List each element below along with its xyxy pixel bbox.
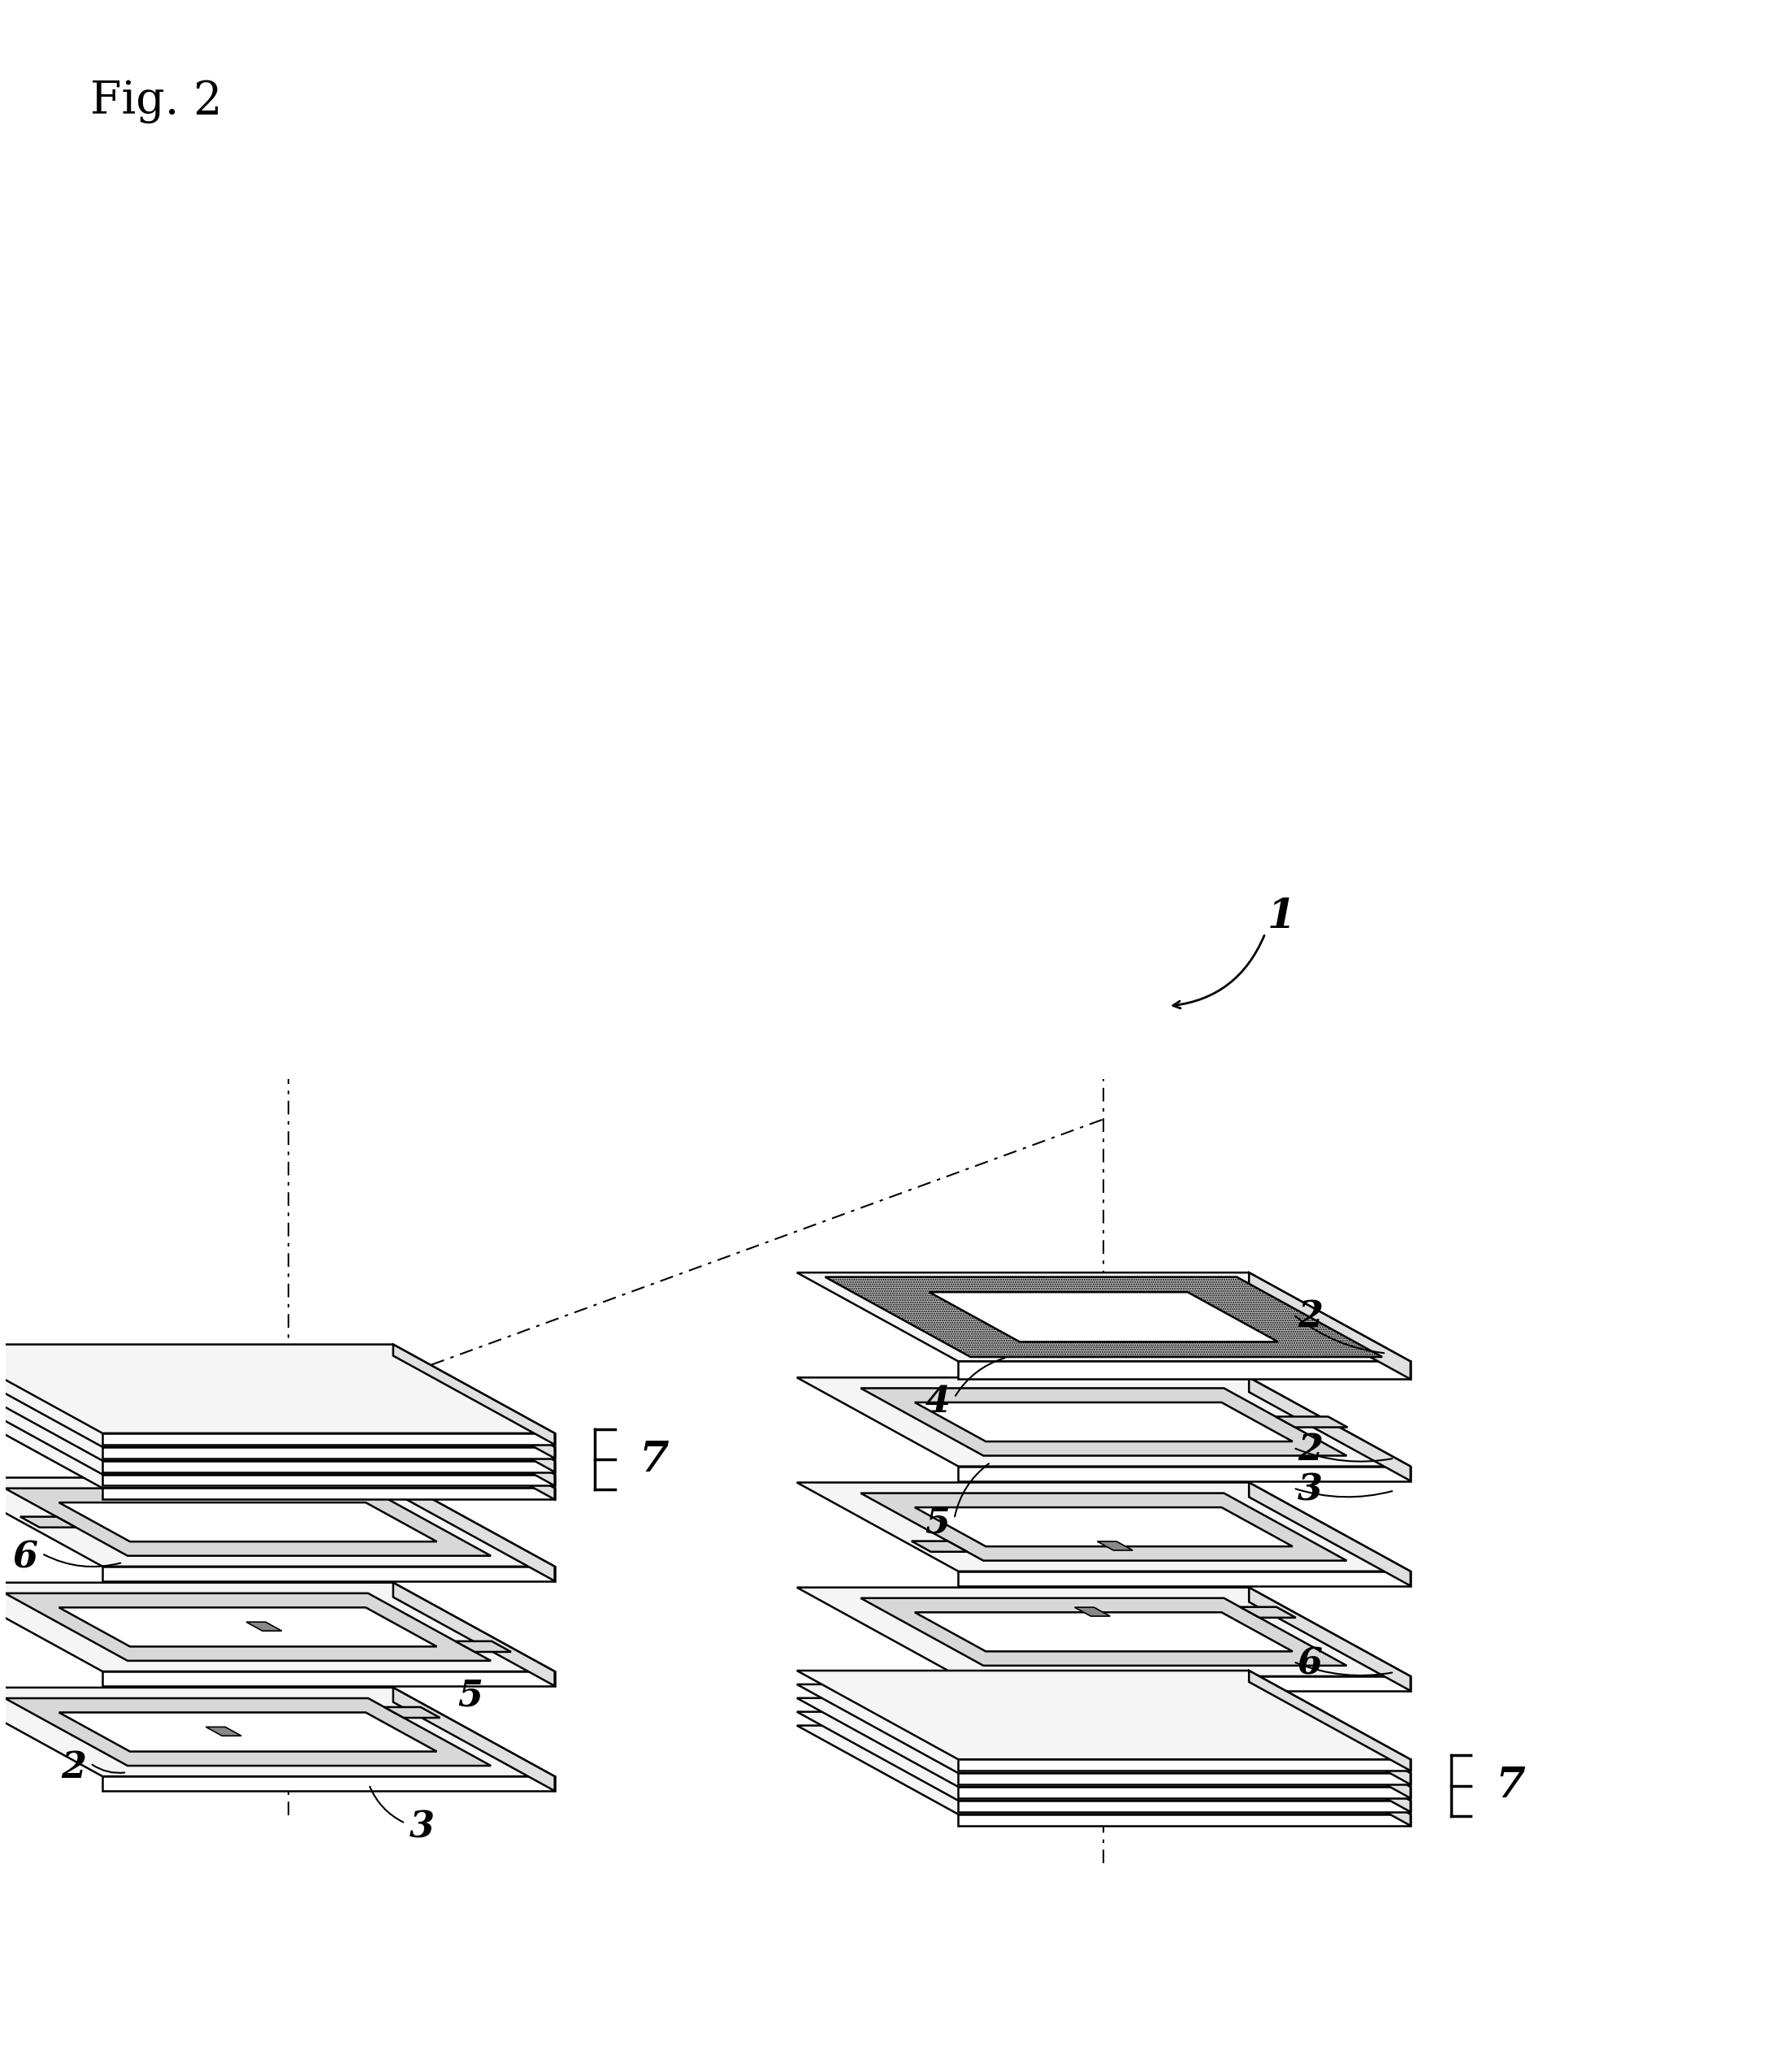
Polygon shape — [59, 1711, 437, 1751]
Polygon shape — [915, 1612, 1292, 1651]
Polygon shape — [958, 1759, 1411, 1772]
Polygon shape — [1249, 1685, 1411, 1784]
Polygon shape — [247, 1622, 283, 1631]
Text: 3: 3 — [409, 1809, 435, 1844]
Polygon shape — [958, 1801, 1411, 1811]
Polygon shape — [455, 1641, 512, 1651]
Polygon shape — [958, 1774, 1411, 1784]
Polygon shape — [796, 1670, 1411, 1759]
Polygon shape — [1249, 1481, 1411, 1585]
Text: 5: 5 — [458, 1678, 483, 1714]
Polygon shape — [1249, 1378, 1411, 1481]
Polygon shape — [0, 1687, 554, 1776]
Polygon shape — [393, 1386, 554, 1486]
Polygon shape — [1240, 1608, 1295, 1618]
Text: 6: 6 — [12, 1539, 37, 1575]
Polygon shape — [59, 1502, 437, 1542]
Polygon shape — [860, 1388, 1347, 1457]
Polygon shape — [860, 1598, 1347, 1666]
Polygon shape — [0, 1372, 554, 1461]
Text: 7: 7 — [640, 1438, 670, 1479]
Text: 2: 2 — [1297, 1432, 1322, 1467]
Polygon shape — [393, 1345, 554, 1444]
Text: 5: 5 — [926, 1506, 951, 1539]
Polygon shape — [958, 1361, 1411, 1380]
Polygon shape — [20, 1517, 76, 1527]
Polygon shape — [0, 1477, 554, 1566]
Polygon shape — [5, 1488, 490, 1556]
Text: 2: 2 — [1297, 1299, 1322, 1334]
Polygon shape — [0, 1386, 554, 1475]
Polygon shape — [0, 1399, 554, 1488]
Polygon shape — [103, 1566, 554, 1581]
Polygon shape — [393, 1687, 554, 1790]
Polygon shape — [1249, 1699, 1411, 1798]
Polygon shape — [796, 1272, 1411, 1361]
Polygon shape — [796, 1378, 1411, 1467]
Polygon shape — [103, 1446, 554, 1459]
Polygon shape — [825, 1276, 1383, 1357]
Polygon shape — [103, 1461, 554, 1471]
Polygon shape — [1249, 1670, 1411, 1772]
Polygon shape — [1075, 1608, 1111, 1616]
Polygon shape — [958, 1571, 1411, 1585]
Polygon shape — [796, 1711, 1411, 1801]
Polygon shape — [912, 1542, 967, 1552]
Polygon shape — [0, 1583, 554, 1672]
Polygon shape — [958, 1467, 1411, 1481]
Polygon shape — [384, 1707, 441, 1718]
Polygon shape — [860, 1494, 1347, 1560]
Polygon shape — [1249, 1711, 1411, 1811]
Polygon shape — [929, 1293, 1278, 1343]
Text: 4: 4 — [926, 1384, 951, 1419]
Text: 3: 3 — [1297, 1473, 1322, 1508]
Polygon shape — [796, 1726, 1411, 1815]
Polygon shape — [393, 1583, 554, 1687]
Polygon shape — [796, 1481, 1411, 1571]
Polygon shape — [393, 1399, 554, 1500]
Polygon shape — [103, 1776, 554, 1790]
Polygon shape — [103, 1488, 554, 1500]
Polygon shape — [1276, 1417, 1347, 1428]
Polygon shape — [1249, 1726, 1411, 1825]
Polygon shape — [103, 1672, 554, 1687]
Polygon shape — [958, 1676, 1411, 1691]
Polygon shape — [59, 1608, 437, 1647]
Polygon shape — [915, 1506, 1292, 1546]
Polygon shape — [796, 1685, 1411, 1774]
Text: Fig. 2: Fig. 2 — [91, 79, 222, 124]
Polygon shape — [796, 1587, 1411, 1676]
Polygon shape — [393, 1477, 554, 1581]
Text: 6: 6 — [1297, 1647, 1322, 1682]
Polygon shape — [0, 1345, 554, 1434]
Polygon shape — [5, 1699, 490, 1765]
Polygon shape — [5, 1593, 490, 1662]
Polygon shape — [1249, 1587, 1411, 1691]
Polygon shape — [103, 1434, 554, 1444]
Text: 7: 7 — [1494, 1765, 1525, 1807]
Polygon shape — [0, 1357, 554, 1446]
Polygon shape — [915, 1403, 1292, 1442]
Polygon shape — [958, 1815, 1411, 1825]
Polygon shape — [393, 1357, 554, 1459]
Polygon shape — [958, 1786, 1411, 1798]
Polygon shape — [393, 1372, 554, 1471]
Text: 2: 2 — [60, 1751, 87, 1784]
Polygon shape — [1249, 1272, 1411, 1380]
Polygon shape — [1096, 1542, 1132, 1550]
Text: 1: 1 — [1267, 897, 1295, 937]
Polygon shape — [206, 1726, 242, 1736]
Polygon shape — [796, 1699, 1411, 1786]
Polygon shape — [103, 1475, 554, 1486]
